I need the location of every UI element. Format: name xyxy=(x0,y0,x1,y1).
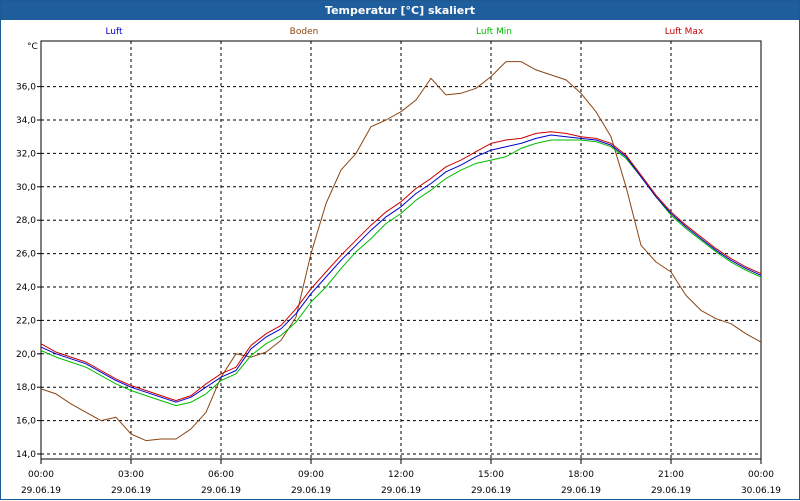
legend-entry: Luft Max xyxy=(665,27,704,37)
x-tick-time: 00:00 xyxy=(28,470,54,480)
y-axis-unit: °C xyxy=(27,42,38,52)
x-tick-time: 03:00 xyxy=(118,470,144,480)
x-tick-time: 06:00 xyxy=(208,470,234,480)
y-tick-label: 30,0 xyxy=(16,183,36,193)
x-tick-time: 09:00 xyxy=(298,470,324,480)
y-tick-label: 16,0 xyxy=(16,417,36,427)
x-tick-time: 00:00 xyxy=(748,470,774,480)
series-lines xyxy=(40,61,762,442)
legend-entry: Luft xyxy=(105,27,123,37)
y-tick-label: 18,0 xyxy=(16,383,36,393)
y-tick-label: 34,0 xyxy=(16,116,36,126)
x-tick-date: 29.06.19 xyxy=(381,486,421,496)
y-tick-label: 24,0 xyxy=(16,283,36,293)
grid xyxy=(41,41,761,459)
x-tick-time: 15:00 xyxy=(478,470,504,480)
x-tick-date: 29.06.19 xyxy=(111,486,151,496)
x-tick-time: 12:00 xyxy=(388,470,414,480)
x-tick-date: 29.06.19 xyxy=(201,486,241,496)
series-line-luft xyxy=(40,134,762,403)
x-tick-date: 29.06.19 xyxy=(471,486,511,496)
series-line-boden xyxy=(40,61,762,442)
legend-entry: Boden xyxy=(290,27,319,37)
y-tick-label: 22,0 xyxy=(16,316,36,326)
x-tick-date: 29.06.19 xyxy=(21,486,61,496)
legend: Luft Boden Luft Min Luft Max xyxy=(105,27,704,37)
x-tick-date: 30.06.19 xyxy=(741,486,781,496)
x-tick-time: 21:00 xyxy=(658,470,684,480)
y-tick-label: 28,0 xyxy=(16,216,36,226)
legend-entry: Luft Min xyxy=(476,27,512,37)
y-tick-label: 14,0 xyxy=(16,450,36,460)
x-axis: 00:00 29.06.19 03:00 29.06.19 06:00 29.06.19 0… xyxy=(21,459,781,496)
x-tick-date: 29.06.19 xyxy=(651,486,691,496)
x-tick-time: 18:00 xyxy=(568,470,594,480)
chart-title: Temperatur [°C] skaliert xyxy=(1,1,799,20)
x-tick-date: 29.06.19 xyxy=(561,486,601,496)
y-tick-label: 26,0 xyxy=(16,250,36,260)
x-tick-date: 29.06.19 xyxy=(291,486,331,496)
y-tick-label: 32,0 xyxy=(16,149,36,159)
y-tick-label: 20,0 xyxy=(16,350,36,360)
y-tick-label: 36,0 xyxy=(16,83,36,93)
y-axis: 14,0 16,0 18,0 20,0 22,0 24,0 26,0 28,0 30,0 32,0… xyxy=(16,42,41,460)
series-line-luft-max xyxy=(40,131,762,402)
